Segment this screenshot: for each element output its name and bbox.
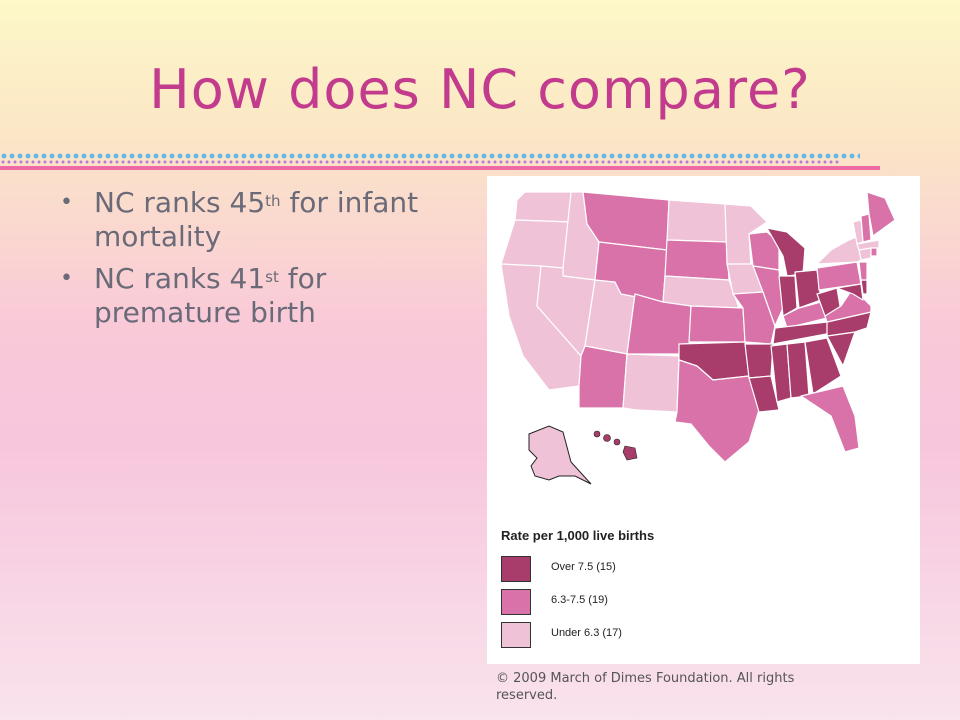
state-maine: [866, 191, 896, 237]
legend-swatch-mid: [501, 589, 531, 615]
state-illinois: [752, 265, 784, 327]
state-alaska: [528, 425, 592, 485]
bullet-text: NC ranks 45: [94, 186, 266, 219]
state-maryland: [836, 283, 864, 301]
state-new-hampshire: [860, 213, 872, 243]
bullet-item-infant-mortality: • NC ranks 45th for infant mortality: [58, 186, 438, 254]
bullet-text-rest: for infant mortality: [94, 186, 419, 253]
bullet-text: NC ranks 41: [94, 262, 266, 295]
state-indiana: [778, 275, 798, 317]
state-texas: [674, 359, 760, 463]
state-rhode-island: [870, 247, 878, 257]
state-washington: [514, 191, 572, 223]
state-georgia: [804, 337, 842, 395]
legend-label-mid: 6.3-7.5 (19): [551, 594, 608, 606]
state-north-dakota: [666, 199, 728, 243]
us-choropleth-map: [500, 191, 896, 485]
state-hawaii: [593, 430, 638, 461]
state-oregon: [500, 219, 572, 269]
state-arkansas: [744, 343, 774, 379]
pink-divider-line: [0, 166, 880, 170]
slide-title: How does NC compare?: [149, 58, 811, 121]
bullet-superscript: th: [265, 192, 281, 210]
legend-label-low: Under 6.3 (17): [551, 627, 622, 639]
bullet-dot-icon: •: [60, 266, 73, 291]
state-new-mexico: [622, 353, 680, 413]
dotted-divider-small: [0, 160, 840, 164]
state-florida: [800, 385, 860, 453]
bullet-text-rest: for premature birth: [94, 262, 327, 329]
bullet-item-premature-birth: • NC ranks 41st for premature birth: [58, 262, 438, 330]
state-kansas: [688, 305, 746, 343]
legend-swatch-high: [501, 556, 531, 582]
state-louisiana: [748, 375, 780, 413]
bullet-list: • NC ranks 45th for infant mortality • N…: [58, 186, 438, 338]
state-south-dakota: [664, 239, 730, 281]
state-wisconsin: [748, 231, 780, 271]
bullet-superscript: st: [265, 268, 279, 286]
state-new-jersey: [858, 261, 868, 281]
state-connecticut: [858, 247, 872, 261]
legend-title: Rate per 1,000 live births: [501, 528, 655, 543]
copyright-notice: © 2009 March of Dimes Foundation. All ri…: [496, 671, 795, 703]
legend-label-high: Over 7.5 (15): [551, 561, 616, 573]
bullet-dot-icon: •: [60, 190, 73, 215]
dotted-divider: [0, 152, 860, 160]
map-states: [500, 191, 896, 463]
state-arizona: [578, 345, 628, 409]
legend-swatch-low: [501, 622, 531, 648]
us-map-panel: Rate per 1,000 live births Over 7.5 (15)…: [487, 176, 920, 664]
state-nebraska: [662, 275, 740, 309]
